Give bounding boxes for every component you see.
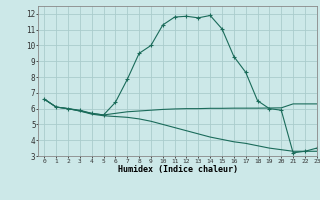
X-axis label: Humidex (Indice chaleur): Humidex (Indice chaleur): [118, 165, 238, 174]
